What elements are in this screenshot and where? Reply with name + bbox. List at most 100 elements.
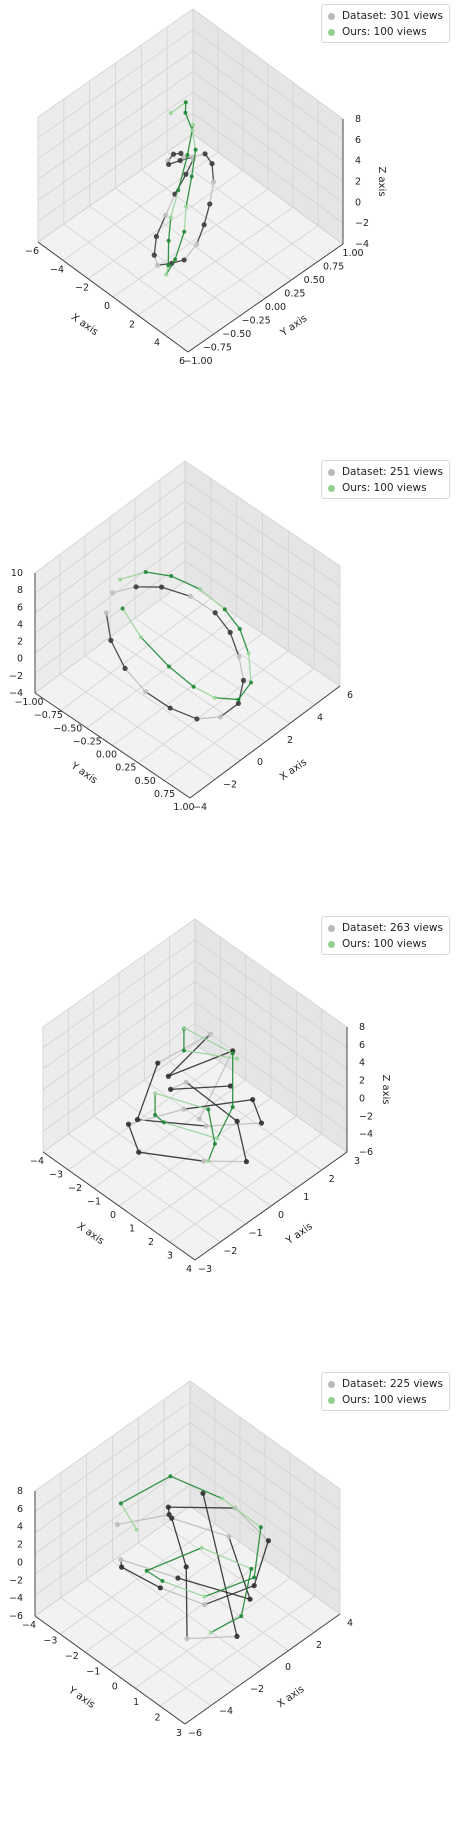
dataset-point [166,1505,171,1510]
axis-tick-label: 0.25 [284,289,305,300]
axis-tick-label: −4 [30,1156,44,1167]
ours-point [235,1057,239,1061]
axis-tick-label: −2 [9,671,23,682]
axis-tick-label: 3 [167,1251,173,1262]
axis-tick-label: 0 [278,1210,284,1221]
axis-tick-label: 6 [347,690,353,701]
ours-point [176,188,180,192]
ours-point [167,665,171,669]
dataset-point [208,1031,213,1036]
legend-marker-ours [328,1397,335,1404]
ours-point [249,1567,253,1571]
axis-label-z: Z axis [376,166,387,196]
axis-tick-label: −1 [249,1228,263,1239]
dataset-point [171,152,176,157]
legend-marker-ours [328,941,335,948]
axis-tick-label: 0.50 [304,275,325,286]
axis-tick-label: 2 [329,1174,335,1185]
axis-tick-label: −1 [87,1197,101,1208]
dataset-point [250,1097,255,1102]
legend-item-ours: Ours: 100 views [328,480,443,496]
axis-tick-label: 0.75 [154,789,175,800]
ours-point [206,1107,210,1111]
ours-point [169,215,173,219]
legend-label-dataset: Dataset: 301 views [342,8,443,24]
ours-point [182,1026,186,1030]
dataset-point [155,1060,160,1065]
ours-point [145,1569,149,1573]
dataset-point [184,1564,189,1569]
axis-tick-label: 6 [17,602,23,613]
axis-tick-label: 2 [17,1540,23,1551]
axis-tick-label: −2 [65,1651,79,1662]
ours-point [184,100,188,104]
legend-item-dataset: Dataset: 301 views [328,8,443,24]
legend-marker-dataset [328,1381,335,1388]
axis-label-a: X axis [69,312,100,338]
dataset-point [207,201,212,206]
axis-tick-label: −6 [359,1147,373,1158]
ours-point [186,153,190,157]
ours-point [190,128,194,132]
legend-label-ours: Ours: 100 views [342,24,427,40]
legend-item-dataset: Dataset: 251 views [328,464,443,480]
axis-tick-label: −2 [223,1246,237,1257]
legend-marker-dataset [328,469,335,476]
axis-tick-label: 6 [17,1504,23,1515]
axis-tick-label: 4 [17,1522,23,1533]
dataset-point [235,1119,240,1124]
dataset-point [110,590,115,595]
dataset-point [166,1074,171,1079]
dataset-point [126,1122,131,1127]
ours-point [213,696,217,700]
axis-tick-label: 0 [112,1682,118,1693]
axis-tick-label: 4 [347,1618,353,1629]
ours-point [238,627,242,631]
axis-label-b: Y axis [278,313,309,339]
axis-tick-label: −0.25 [73,736,102,747]
axis-tick-label: 0 [257,757,263,768]
chart-4-legend: Dataset: 225 views Ours: 100 views [321,1372,450,1411]
ours-point [252,1576,256,1580]
axis-tick-label: 0.75 [323,262,344,273]
axis-tick-label: −3 [43,1635,57,1646]
axis-tick-label: −2 [250,1684,264,1695]
axis-tick-label: 0.50 [135,776,156,787]
dataset-point [184,1080,189,1085]
axis-tick-label: −4 [22,1620,36,1631]
dataset-point [211,179,216,184]
axis-tick-label: 2 [355,177,361,188]
legend-item-dataset: Dataset: 263 views [328,920,443,936]
dataset-point [194,242,199,247]
axis-tick-label: 2 [287,735,293,746]
dataset-point [159,584,164,589]
ours-point [191,123,195,127]
dataset-point [143,689,148,694]
dataset-point [182,257,187,262]
dataset-point [247,1597,252,1602]
ours-point [168,1474,172,1478]
legend-marker-ours [328,485,335,492]
axis-tick-label: −4 [219,1706,233,1717]
axis-tick-label: 4 [17,619,23,630]
legend-item-ours: Ours: 100 views [328,1392,443,1408]
axis-tick-label: 4 [154,338,160,349]
axis-label-b: X axis [276,1684,307,1710]
axis-tick-label: 1 [129,1224,135,1235]
axis-tick-label: 0.00 [96,750,117,761]
ours-point [190,175,194,179]
dataset-point [201,1159,206,1164]
legend-marker-dataset [328,925,335,932]
dataset-point [183,172,188,177]
ours-point [239,1614,243,1618]
dataset-point [228,630,233,635]
dataset-point [108,638,113,643]
dataset-point [202,151,207,156]
axis-tick-label: −3 [198,1264,212,1275]
ours-point [209,1630,213,1634]
ours-point [231,1105,235,1109]
